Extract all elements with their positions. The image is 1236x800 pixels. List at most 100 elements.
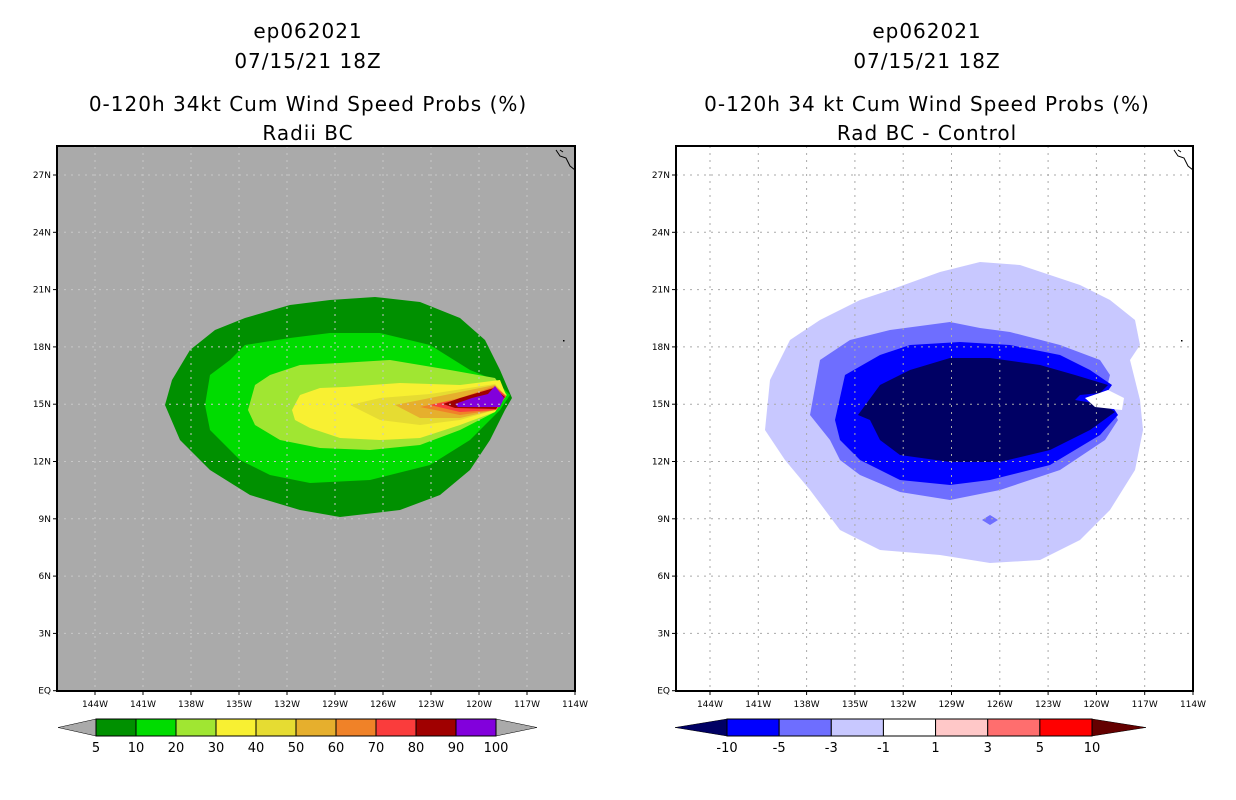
colorbar-label: -10 <box>716 741 737 756</box>
title-line-1: ep062021 <box>872 19 981 43</box>
colorbar-label: 90 <box>448 741 465 756</box>
lon-tick-label: 144W <box>697 700 723 710</box>
lon-tick-label: 123W <box>418 700 444 710</box>
lat-tick-label: 21N <box>652 286 670 296</box>
lon-tick-label: 132W <box>890 700 916 710</box>
lat-tick-label: 15N <box>652 400 670 410</box>
lat-tick-label: 3N <box>39 629 51 639</box>
lon-tick-label: 120W <box>1083 700 1109 710</box>
colorbar-swatch <box>882 718 937 737</box>
lon-tick-label: 138W <box>794 700 820 710</box>
colorbar-swatch <box>935 718 989 737</box>
colorbar-swatch <box>415 718 457 737</box>
lon-tick-label: 120W <box>466 700 492 710</box>
colorbar-low-triangle <box>57 718 97 737</box>
colorbar-label: 3 <box>984 741 992 756</box>
island <box>563 340 565 342</box>
lon-tick-label: 129W <box>938 700 964 710</box>
labels: ep062021 07/15/21 18Z 0-120h 34kt Cum Wind… <box>33 19 1206 756</box>
lat-tick-label: 12N <box>652 458 670 468</box>
colorbar-label: 10 <box>1084 741 1101 756</box>
colorbar-label: 60 <box>328 741 345 756</box>
lon-tick-label: 141W <box>130 700 156 710</box>
colorbar-swatch <box>215 718 257 737</box>
colorbar-label: -1 <box>877 741 890 756</box>
lon-tick-label: 135W <box>226 700 252 710</box>
probability-contours <box>165 297 512 517</box>
title-line-3: 0-120h 34 kt Cum Wind Speed Probs (%) <box>704 92 1150 116</box>
lon-tick-label: 129W <box>322 700 348 710</box>
colorbar-label: 40 <box>248 741 265 756</box>
colorbar-swatch <box>295 718 337 737</box>
lon-tick-label: 114W <box>1180 700 1206 710</box>
lon-tick-label: 126W <box>987 700 1013 710</box>
colorbar-high-triangle <box>495 718 538 737</box>
title-line-2: 07/15/21 18Z <box>234 49 381 73</box>
lon-tick-label: 144W <box>82 700 108 710</box>
contour-minus10 <box>858 358 1115 462</box>
colorbar-label: 1 <box>931 741 939 756</box>
lat-tick-label: 18N <box>33 343 51 353</box>
title-line-3: 0-120h 34kt Cum Wind Speed Probs (%) <box>89 92 527 116</box>
map-frame <box>675 145 1194 692</box>
lat-tick-label: 9N <box>658 515 670 525</box>
contour-90 <box>455 386 504 407</box>
contour-minus3-small <box>982 515 998 525</box>
colorbar-label: 50 <box>288 741 305 756</box>
colorbar-swatch <box>375 718 417 737</box>
lat-tick-label: 9N <box>39 515 51 525</box>
lon-tick-label: 117W <box>514 700 540 710</box>
colorbar-swatch <box>255 718 297 737</box>
colorbar-swatch <box>1039 718 1093 737</box>
lon-tick-label: 135W <box>842 700 868 710</box>
lat-tick-label: 3N <box>658 629 670 639</box>
colorbar-low-triangle <box>674 718 728 737</box>
colorbar-label: 20 <box>168 741 185 756</box>
lat-tick-label: 18N <box>652 343 670 353</box>
colorbar-label: 30 <box>208 741 225 756</box>
title-line-2: 07/15/21 18Z <box>853 49 1000 73</box>
colorbar-swatch <box>778 718 832 737</box>
colorbar-label: 80 <box>408 741 425 756</box>
lat-tick-label: 21N <box>33 286 51 296</box>
lat-tick-label: 27N <box>652 171 670 181</box>
title-line-1: ep062021 <box>253 19 362 43</box>
map-frame <box>56 145 576 692</box>
colorbar-label: -3 <box>825 741 838 756</box>
colorbar-swatch <box>830 718 884 737</box>
lon-tick-label: 114W <box>562 700 588 710</box>
panel-rad-bc-minus-control <box>675 145 1194 692</box>
lat-tick-label: 24N <box>33 228 51 238</box>
colorbar-label: 5 <box>92 741 100 756</box>
colorbar-swatch <box>987 718 1041 737</box>
colorbar-swatch <box>455 718 497 737</box>
title-line-4: Radii BC <box>262 121 353 145</box>
colorbar-swatch <box>335 718 377 737</box>
coastline <box>1173 149 1194 171</box>
lon-tick-label: 138W <box>178 700 204 710</box>
lat-tick-label: 6N <box>39 572 51 582</box>
map-gridlines <box>57 146 575 691</box>
lon-tick-label: 126W <box>370 700 396 710</box>
lat-tick-label: 27N <box>33 171 51 181</box>
lat-tick-label: 15N <box>33 400 51 410</box>
lat-tick-label: EQ <box>657 687 670 697</box>
colorbar-label: 100 <box>484 741 509 756</box>
title-line-4: Rad BC - Control <box>837 121 1017 145</box>
colorbar-swatch <box>135 718 177 737</box>
colorbar-label: -5 <box>773 741 786 756</box>
colorbar-label: 70 <box>368 741 385 756</box>
colorbar-swatch <box>175 718 217 737</box>
colorbar-high-triangle <box>1091 718 1147 737</box>
near-zero-region <box>1085 390 1124 410</box>
coastline <box>555 149 576 171</box>
lon-tick-label: 141W <box>745 700 771 710</box>
colorbar-label: 10 <box>128 741 145 756</box>
lat-tick-label: 24N <box>652 228 670 238</box>
colorbar-swatch <box>726 718 780 737</box>
panel-radii-bc <box>56 145 576 692</box>
difference-contours <box>765 262 1143 563</box>
lat-tick-label: EQ <box>38 687 51 697</box>
